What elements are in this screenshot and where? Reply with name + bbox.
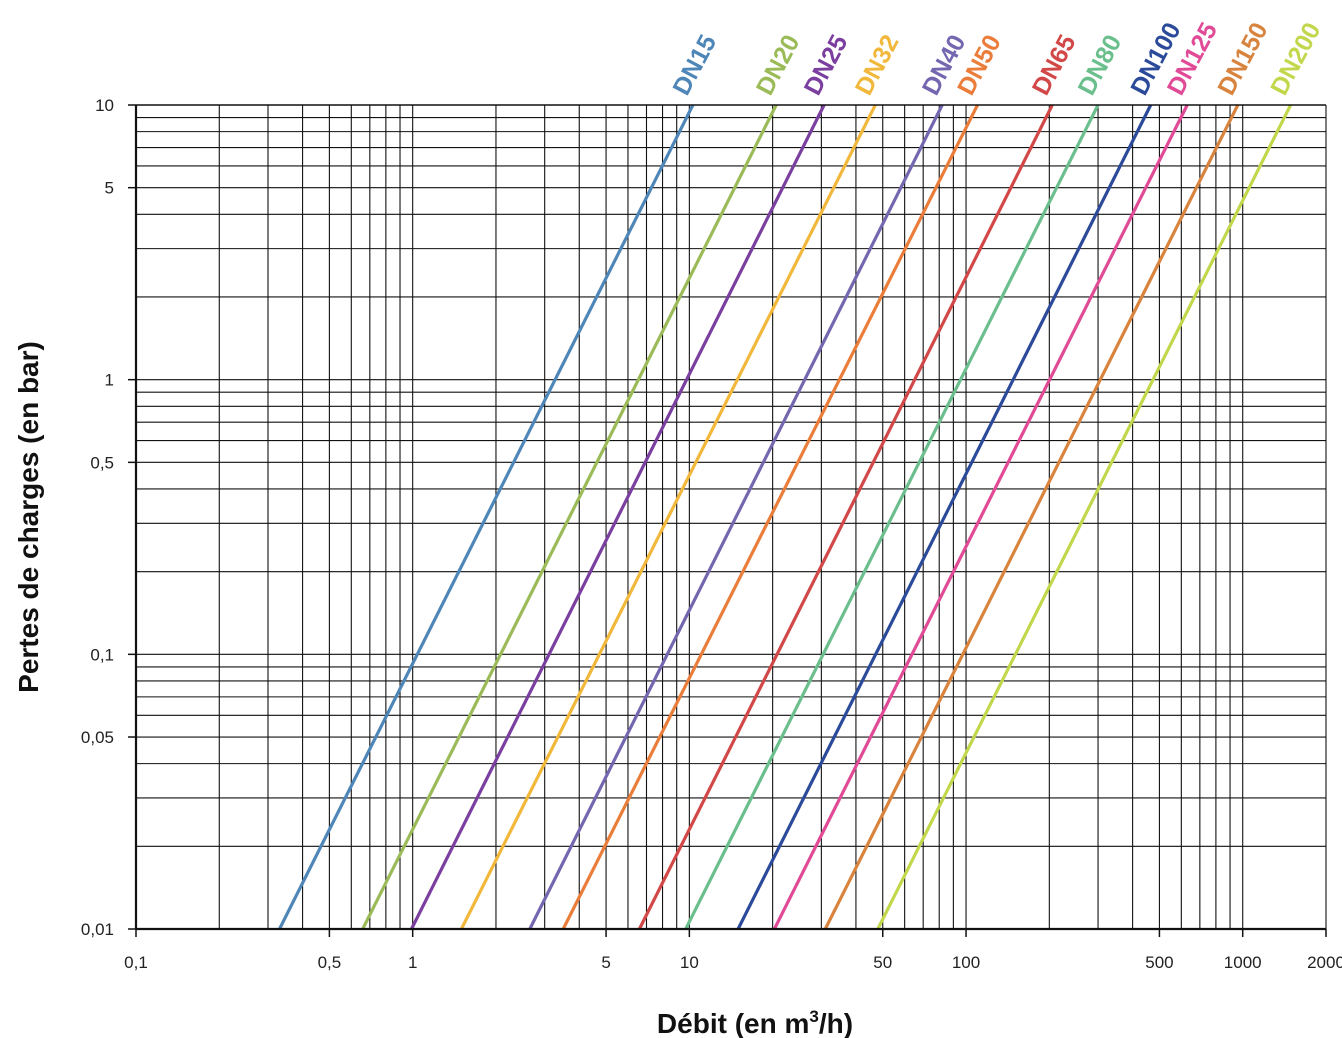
series-line-dn65 — [637, 104, 1054, 930]
series-label-dn150: DN150 — [1212, 18, 1273, 100]
y-tick-label: 10 — [95, 96, 114, 115]
x-axis-title-main: Débit (en m — [657, 1008, 809, 1038]
series-line-dn20 — [361, 104, 778, 930]
x-axis-title-superscript: 3 — [809, 1007, 818, 1026]
series-line-dn25 — [410, 104, 826, 930]
x-tick-label: 0,1 — [124, 953, 148, 972]
y-tick-label: 5 — [105, 179, 114, 198]
series-label-dn20: DN20 — [751, 30, 806, 100]
x-tick-label: 1000 — [1224, 953, 1262, 972]
x-tick-label: 2000 — [1307, 953, 1342, 972]
series-line-dn40 — [528, 104, 944, 930]
series-label-dn32: DN32 — [850, 30, 905, 100]
series-label-dn65: DN65 — [1027, 30, 1082, 100]
series-line-dn80 — [684, 104, 1100, 930]
x-tick-label: 5 — [601, 953, 610, 972]
y-tick-label: 1 — [105, 371, 114, 390]
y-tick-label: 0,5 — [90, 453, 114, 472]
x-tick-label: 50 — [873, 953, 892, 972]
x-axis-title: Débit (en m3/h) — [657, 1007, 853, 1038]
x-tick-label: 500 — [1145, 953, 1173, 972]
series-line-dn50 — [561, 104, 979, 930]
x-tick-label: 100 — [952, 953, 980, 972]
x-tick-label: 1 — [408, 953, 417, 972]
series-line-dn150 — [823, 104, 1240, 930]
y-tick-label: 0,01 — [81, 920, 114, 939]
x-axis-ticks: 0,1 0,5 1 5 10 50 100 500 1000 2000 — [124, 929, 1342, 972]
y-tick-label: 0,1 — [90, 645, 114, 664]
x-tick-label: 10 — [680, 953, 699, 972]
series-line-dn100 — [736, 104, 1153, 930]
series-lines — [278, 104, 1293, 930]
y-axis-ticks: 10 5 1 0,5 0,1 0,05 0,01 — [81, 96, 136, 939]
series-line-dn32 — [459, 104, 877, 930]
series-label-dn200: DN200 — [1265, 18, 1326, 100]
y-axis-title: Pertes de charges (en bar) — [13, 341, 44, 693]
x-axis-title-end: /h) — [819, 1008, 853, 1038]
series-line-dn200 — [876, 104, 1293, 930]
series-label-dn80: DN80 — [1073, 30, 1128, 100]
series-label-dn25: DN25 — [799, 30, 854, 100]
series-line-dn15 — [278, 104, 695, 930]
series-label-dn15: DN15 — [667, 30, 722, 100]
grid-minor — [135, 104, 1327, 930]
series-line-dn125 — [772, 104, 1189, 930]
x-tick-label: 0,5 — [318, 953, 342, 972]
plot-frame — [134, 104, 1326, 931]
y-tick-label: 0,05 — [81, 728, 114, 747]
